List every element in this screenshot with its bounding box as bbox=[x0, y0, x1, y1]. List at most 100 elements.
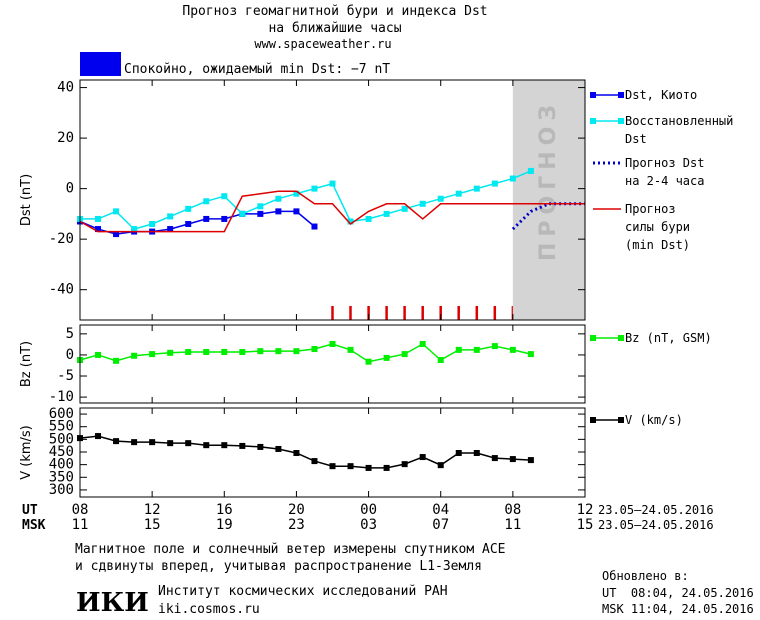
legend-label: V (km/s) bbox=[625, 413, 683, 427]
y-tick-label: 5 bbox=[66, 326, 74, 342]
point bbox=[401, 461, 408, 468]
point bbox=[149, 439, 156, 446]
point bbox=[311, 346, 318, 353]
point bbox=[401, 351, 408, 358]
forecast-marks bbox=[331, 306, 515, 320]
point bbox=[221, 442, 228, 449]
site: www.spaceweather.ru bbox=[254, 37, 391, 51]
point bbox=[131, 352, 138, 359]
point bbox=[239, 442, 246, 449]
point bbox=[293, 348, 300, 355]
point bbox=[419, 200, 426, 207]
point bbox=[221, 193, 228, 200]
point bbox=[95, 433, 102, 440]
point bbox=[311, 223, 318, 230]
updated: Обновлено в: bbox=[602, 569, 689, 583]
title-line: на ближайшие часы bbox=[268, 21, 401, 36]
date-range: 23.05–24.05.2016 bbox=[598, 503, 714, 517]
point bbox=[455, 450, 462, 457]
y-tick-label: 400 bbox=[49, 457, 74, 473]
point bbox=[257, 443, 264, 450]
point bbox=[239, 210, 246, 217]
legend-label: на 2-4 часа bbox=[625, 174, 704, 188]
point bbox=[185, 348, 192, 355]
y-tick-label: -5 bbox=[57, 368, 74, 384]
y-tick-label: 0 bbox=[66, 181, 74, 197]
point bbox=[365, 358, 372, 365]
y-axis-title: V (km/s) bbox=[19, 425, 34, 480]
point bbox=[113, 357, 120, 364]
point bbox=[275, 208, 282, 215]
point bbox=[311, 458, 318, 465]
point bbox=[95, 226, 102, 233]
point bbox=[329, 463, 336, 470]
point bbox=[527, 167, 534, 174]
point bbox=[203, 348, 210, 355]
point bbox=[95, 215, 102, 222]
x-tick-label: 12 bbox=[144, 502, 161, 518]
point bbox=[401, 205, 408, 212]
point bbox=[185, 440, 192, 447]
y-axis-title: Dst (nT) bbox=[19, 174, 34, 226]
point bbox=[203, 198, 210, 205]
series-line bbox=[79, 210, 315, 235]
x-tick-label-msk: 23 bbox=[288, 517, 305, 533]
point bbox=[221, 215, 228, 222]
point bbox=[293, 190, 300, 197]
point bbox=[221, 348, 228, 355]
legend-label: Dst, Киото bbox=[625, 88, 697, 102]
forecast-region bbox=[512, 80, 585, 320]
point bbox=[149, 221, 156, 227]
point bbox=[329, 180, 336, 187]
legend-marker bbox=[618, 335, 624, 341]
point bbox=[113, 231, 120, 238]
x-tick-label: 12 bbox=[577, 502, 594, 518]
point bbox=[527, 351, 534, 358]
point bbox=[509, 346, 516, 353]
y-tick-label: -10 bbox=[49, 389, 74, 405]
legend-marker bbox=[590, 417, 596, 423]
y-tick-label: 0 bbox=[66, 347, 74, 363]
y-axis-title: Bz (nT) bbox=[19, 341, 34, 387]
x-tick-label-msk: 07 bbox=[432, 517, 449, 533]
series-line bbox=[79, 190, 585, 233]
point bbox=[203, 215, 210, 222]
point bbox=[491, 455, 498, 462]
legend-label: Dst bbox=[625, 132, 647, 146]
plot-frame bbox=[79, 324, 586, 404]
x-tick-label: 00 bbox=[360, 502, 377, 518]
point bbox=[473, 185, 480, 192]
point bbox=[347, 218, 354, 225]
point bbox=[437, 356, 444, 363]
plot-frame bbox=[79, 79, 586, 321]
point bbox=[419, 454, 426, 461]
point bbox=[113, 208, 120, 215]
point bbox=[131, 226, 138, 233]
updated: UT 08:04, 24.05.2016 bbox=[602, 586, 754, 600]
x-tick-label-msk: 15 bbox=[144, 517, 161, 533]
point bbox=[275, 195, 282, 202]
legend-marker bbox=[590, 335, 596, 341]
point bbox=[491, 343, 498, 350]
status-swatch bbox=[80, 52, 121, 76]
x-tick-label-msk: 19 bbox=[216, 517, 233, 533]
x-tick-label: 08 bbox=[504, 502, 521, 518]
series-line bbox=[80, 170, 532, 230]
x-tick-label-msk: 11 bbox=[504, 517, 521, 533]
point bbox=[455, 346, 462, 353]
series-line bbox=[79, 343, 532, 363]
point bbox=[167, 349, 174, 356]
note-line: Магнитное поле и солнечный ветер измерен… bbox=[75, 542, 505, 557]
legend-marker bbox=[590, 92, 596, 98]
updated: MSK 11:04, 24.05.2016 bbox=[602, 602, 754, 616]
legend-label: силы бури bbox=[625, 220, 690, 234]
note-line: и сдвинуты вперед, учитывая распростране… bbox=[75, 559, 482, 574]
legend-label: Прогноз Dst bbox=[625, 156, 704, 170]
point bbox=[95, 351, 102, 358]
point bbox=[365, 464, 372, 471]
point bbox=[383, 210, 390, 217]
legend-label: Прогноз bbox=[625, 202, 676, 216]
y-tick-label: 600 bbox=[49, 406, 74, 422]
forecast-label: ПРОГНОЗ bbox=[536, 99, 561, 261]
